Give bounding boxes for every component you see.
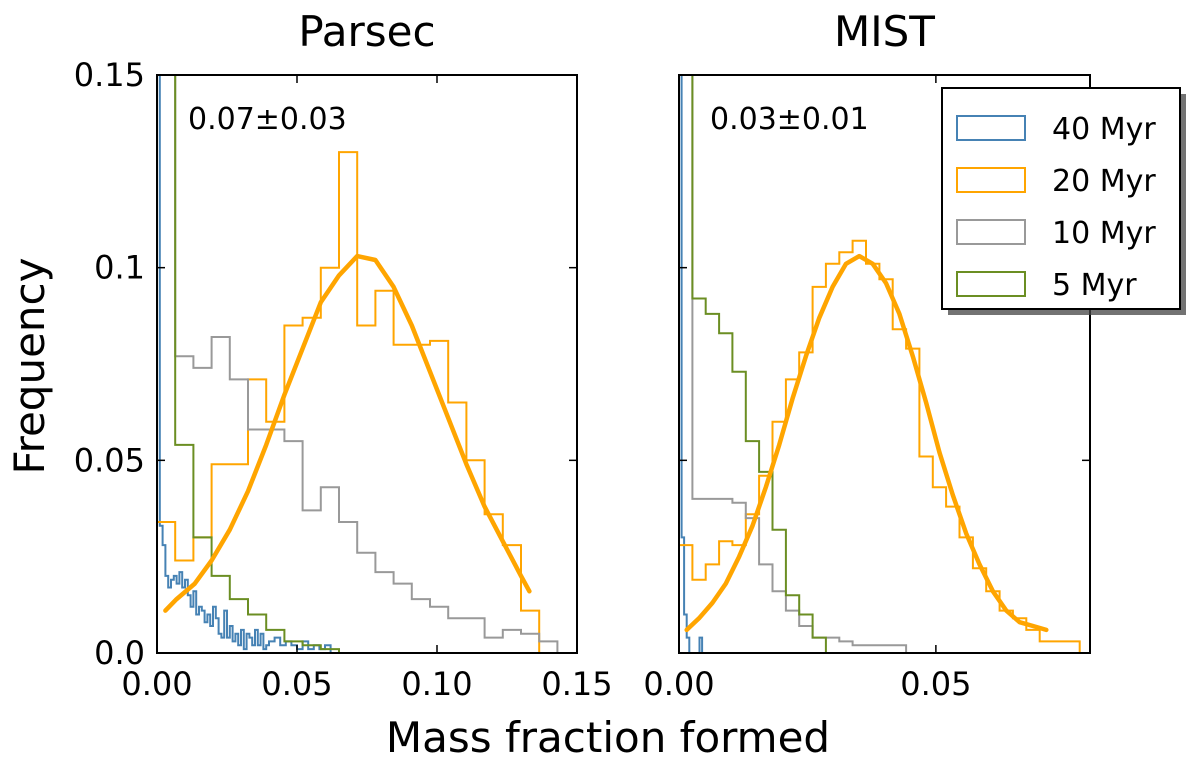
panel-annotation: 0.07±0.03 bbox=[188, 102, 347, 137]
legend-label: 5 Myr bbox=[1052, 268, 1137, 303]
panel-annotation: 0.03±0.01 bbox=[710, 102, 869, 137]
y-axis-label: Frequency bbox=[5, 258, 54, 475]
legend-swatch bbox=[956, 219, 1026, 245]
hist-5-myr bbox=[679, 75, 827, 653]
x-tick-label: 0.05 bbox=[261, 665, 332, 703]
x-tick-label: 0.00 bbox=[121, 665, 192, 703]
hist-40-myr bbox=[157, 75, 332, 653]
hist-5-myr bbox=[157, 75, 340, 653]
y-tick-label: 0.1 bbox=[94, 249, 145, 287]
y-tick-label: 0.15 bbox=[74, 56, 145, 94]
plot-area bbox=[679, 75, 1081, 653]
legend: 40 Myr 20 Myr 10 Myr 5 Myr bbox=[941, 87, 1186, 315]
x-tick-label: 0.05 bbox=[900, 665, 971, 703]
axes-frame bbox=[678, 74, 1091, 654]
x-axis-label: Mass fraction formed bbox=[386, 713, 830, 762]
plot-area bbox=[157, 75, 559, 653]
x-tick-label: 0.00 bbox=[643, 665, 714, 703]
legend-swatch bbox=[956, 167, 1026, 193]
y-tick-label: 0.05 bbox=[74, 441, 145, 479]
mist-panel: 0.00 0.05 MIST 0.03±0.01 bbox=[643, 7, 1091, 703]
legend-label: 40 Myr bbox=[1052, 112, 1156, 147]
legend-swatch bbox=[956, 115, 1026, 141]
hist-20-myr bbox=[157, 151, 558, 653]
parsec-panel: 0.00 0.05 0.10 0.15 0.0 0.05 0.1 0.15 Parsec 0.07… bbox=[74, 7, 613, 703]
x-tick-label: 0.15 bbox=[541, 665, 612, 703]
fit-curve bbox=[163, 253, 532, 613]
legend-label: 10 Myr bbox=[1052, 216, 1156, 251]
y-tick-label: 0.0 bbox=[94, 634, 145, 672]
legend-label: 20 Myr bbox=[1052, 164, 1156, 199]
hist-40-myr bbox=[679, 75, 704, 653]
x-tick-label: 0.10 bbox=[401, 665, 472, 703]
hist-10-myr bbox=[157, 75, 559, 653]
legend-swatch bbox=[956, 271, 1026, 297]
fit-curve bbox=[684, 253, 1049, 633]
panel-title: MIST bbox=[834, 7, 935, 56]
panel-title: Parsec bbox=[298, 7, 435, 56]
hist-10-myr bbox=[679, 75, 920, 653]
axes-frame bbox=[156, 74, 578, 654]
